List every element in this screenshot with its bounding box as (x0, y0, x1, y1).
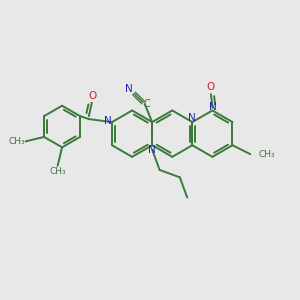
Text: CH₃: CH₃ (49, 167, 66, 176)
Text: N: N (148, 145, 156, 155)
Text: N: N (208, 102, 216, 112)
Text: CH₃: CH₃ (8, 137, 25, 146)
Text: C: C (144, 99, 151, 109)
Text: CH₃: CH₃ (258, 150, 275, 159)
Text: N: N (188, 113, 196, 123)
Text: N: N (125, 84, 133, 94)
Text: O: O (88, 91, 97, 101)
Text: O: O (207, 82, 215, 92)
Text: N: N (104, 116, 111, 126)
